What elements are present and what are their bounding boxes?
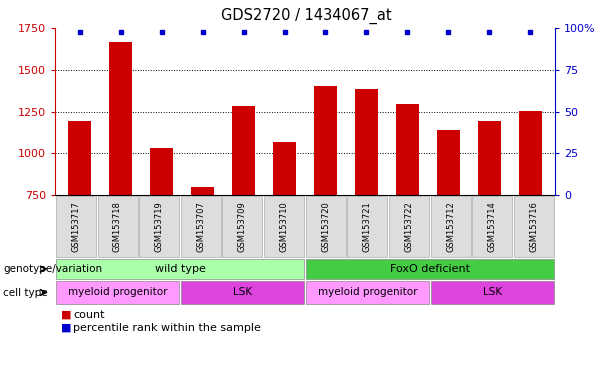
Bar [306,281,429,304]
Text: myeloid progenitor: myeloid progenitor [68,287,167,297]
Bar [478,121,501,195]
Text: GSM153717: GSM153717 [71,201,80,252]
Bar [181,281,304,304]
Text: FoxO deficient: FoxO deficient [390,263,470,273]
Text: wild type: wild type [154,263,205,273]
Text: cell type: cell type [3,288,48,298]
Text: ■: ■ [61,323,72,333]
Bar [314,86,337,195]
Text: ■: ■ [61,310,72,320]
Text: GSM153721: GSM153721 [363,201,372,252]
Bar [150,148,173,195]
Bar [389,196,429,257]
Bar [273,142,296,195]
Bar [223,196,262,257]
Bar [348,196,387,257]
Bar [431,281,554,304]
Bar [306,196,346,257]
Bar [437,130,460,195]
Text: LSK: LSK [483,287,502,297]
Bar [68,121,91,195]
Bar [396,104,419,195]
Bar [264,196,304,257]
Bar [519,111,542,195]
Bar [431,196,471,257]
Text: genotype/variation: genotype/variation [3,264,102,274]
Bar [191,187,214,195]
Text: LSK: LSK [233,287,252,297]
Bar [306,259,554,279]
Bar [56,196,96,257]
Text: GSM153709: GSM153709 [238,201,247,252]
Text: GSM153707: GSM153707 [196,201,205,252]
Text: GSM153718: GSM153718 [113,201,122,252]
Text: GSM153710: GSM153710 [280,201,289,252]
Bar [514,196,554,257]
Text: count: count [74,310,105,320]
Text: GSM153714: GSM153714 [488,201,497,252]
Text: percentile rank within the sample: percentile rank within the sample [74,323,261,333]
Bar [56,281,179,304]
Bar [473,196,512,257]
Text: GSM153719: GSM153719 [154,201,164,252]
Bar [139,196,179,257]
Bar [97,196,137,257]
Bar [181,196,221,257]
Text: GSM153712: GSM153712 [446,201,455,252]
Text: GDS2720 / 1434067_at: GDS2720 / 1434067_at [221,8,392,24]
Text: GSM153720: GSM153720 [321,201,330,252]
Bar [56,259,304,279]
Bar [109,42,132,195]
Text: GSM153722: GSM153722 [405,201,414,252]
Text: GSM153716: GSM153716 [530,201,539,252]
Bar [355,89,378,195]
Bar [232,106,255,195]
Text: myeloid progenitor: myeloid progenitor [318,287,417,297]
